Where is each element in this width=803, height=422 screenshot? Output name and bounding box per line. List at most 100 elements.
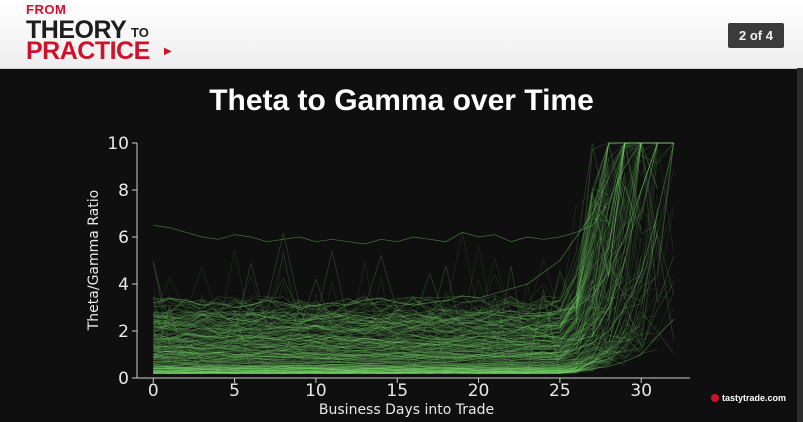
series-line — [153, 275, 577, 316]
x-tick-label: 30 — [630, 381, 652, 401]
series-line — [153, 220, 658, 369]
series-line — [153, 142, 642, 335]
series-line — [153, 202, 609, 350]
series-line — [153, 252, 593, 334]
series-line — [153, 142, 674, 360]
series-line — [153, 250, 593, 345]
series-line — [153, 164, 609, 343]
series-line — [153, 360, 560, 366]
series-line — [153, 305, 560, 341]
series-line — [153, 368, 577, 372]
series-line — [153, 349, 609, 374]
series-line — [153, 295, 642, 373]
series-line — [153, 142, 658, 358]
series-line — [153, 142, 674, 245]
series-line — [153, 142, 674, 331]
series-line — [153, 282, 674, 375]
series-line — [153, 142, 658, 335]
series-line — [153, 142, 674, 351]
series-line — [153, 142, 642, 357]
logo-practice-text: PRACTICE — [26, 37, 150, 65]
series-line — [153, 333, 577, 353]
series-line — [153, 142, 642, 335]
series-line — [153, 142, 674, 333]
series-line — [153, 146, 609, 314]
series-line — [153, 263, 642, 369]
series-line — [153, 283, 593, 369]
series-line — [153, 341, 561, 351]
series-line — [153, 199, 642, 360]
brand-name: tastytrade — [722, 393, 766, 403]
series-line — [153, 256, 626, 366]
series-line — [153, 295, 561, 311]
series-line — [153, 256, 626, 366]
series-line — [153, 361, 593, 374]
series-line — [153, 307, 609, 361]
series-line — [153, 359, 577, 368]
series-line — [153, 142, 674, 365]
series-line — [153, 142, 658, 359]
series-line — [153, 360, 560, 367]
y-axis-label: Theta/Gamma Ratio — [86, 190, 102, 332]
series-line — [153, 179, 626, 358]
series-line — [153, 310, 642, 369]
series-line — [153, 340, 560, 350]
series-line — [153, 352, 577, 360]
x-tick-label: 0 — [148, 381, 159, 401]
series-line — [153, 264, 609, 325]
series-line — [153, 306, 593, 367]
series-line — [153, 359, 560, 364]
series-line — [153, 142, 642, 332]
series-line — [153, 142, 642, 348]
logo-to-text: TO — [131, 25, 149, 40]
series-line — [153, 142, 626, 350]
series-line — [153, 230, 658, 371]
series-line — [153, 142, 658, 352]
series-line — [153, 233, 561, 314]
series-line — [153, 295, 561, 311]
y-tick-label: 8 — [118, 181, 129, 201]
series-line — [153, 296, 593, 350]
y-tick-label: 6 — [118, 228, 129, 248]
series-line — [153, 311, 674, 374]
series-line — [153, 368, 560, 372]
series-line — [153, 305, 593, 345]
series-line — [153, 299, 561, 318]
series-line — [153, 202, 609, 350]
series-line — [153, 142, 658, 316]
series-line — [153, 360, 577, 366]
series-line — [153, 334, 626, 375]
series-line — [153, 142, 642, 345]
y-tick-label: 10 — [107, 134, 129, 154]
series-line — [153, 142, 674, 351]
series-line — [153, 361, 593, 374]
series-line — [153, 260, 593, 336]
series-line — [153, 333, 561, 344]
series-line — [153, 259, 609, 360]
series-line — [153, 142, 642, 332]
series-line — [153, 237, 642, 370]
series-line — [153, 371, 577, 375]
series-line — [153, 370, 577, 374]
series-line — [153, 142, 658, 357]
series-line — [153, 191, 593, 331]
series-line — [153, 291, 609, 371]
series-line — [153, 327, 642, 375]
series-line — [153, 142, 674, 322]
series-line — [153, 236, 593, 344]
series-line — [153, 142, 674, 308]
series-line — [153, 315, 577, 343]
logo-from-text: FROM — [26, 2, 67, 17]
series-line — [153, 261, 626, 365]
series-line — [153, 264, 609, 339]
series-line — [153, 142, 674, 335]
series-line — [153, 360, 609, 375]
series-line — [153, 303, 609, 360]
series-line — [153, 296, 626, 371]
series-line — [153, 351, 609, 375]
series-line — [153, 339, 577, 371]
x-tick-label: 10 — [305, 381, 327, 401]
series-line — [153, 142, 658, 322]
series-line — [153, 142, 658, 359]
from-theory-to-practice-logo: FROM THEORY TO PRACTICE ▶ — [22, 2, 192, 65]
